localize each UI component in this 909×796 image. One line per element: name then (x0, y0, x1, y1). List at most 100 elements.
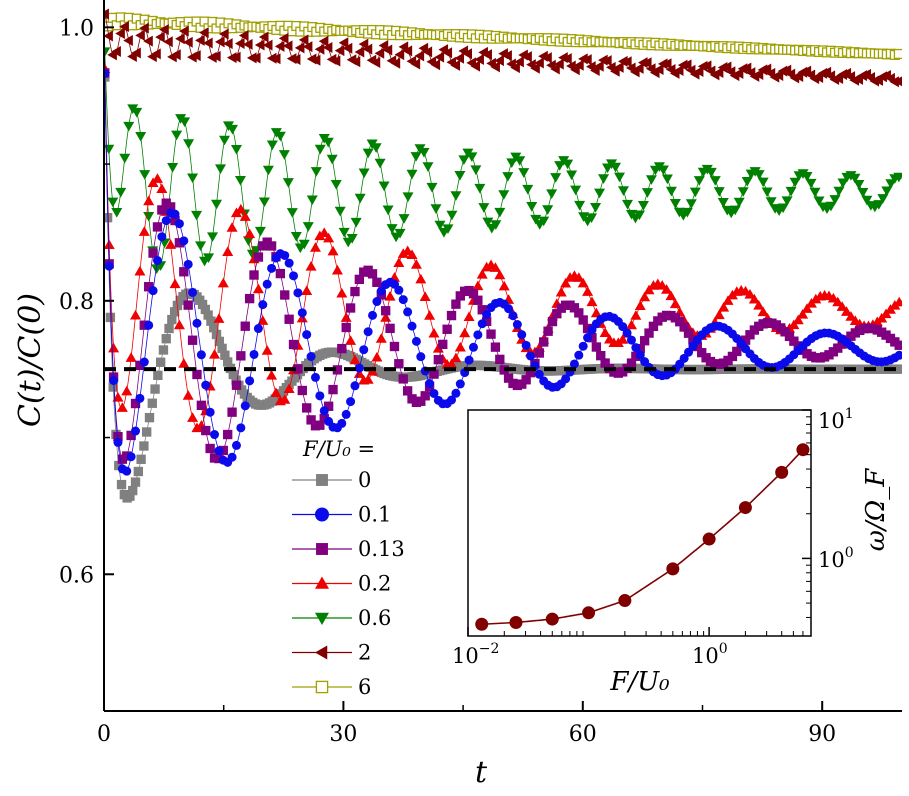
data-point (187, 335, 198, 345)
data-point (482, 309, 492, 319)
series-line (104, 27, 902, 474)
data-point (538, 216, 550, 227)
data-point (157, 205, 167, 215)
legend-marker (316, 543, 328, 555)
data-point (200, 304, 211, 315)
data-point (430, 204, 442, 214)
data-point (596, 350, 606, 361)
data-point (470, 165, 482, 175)
data-point (231, 375, 241, 385)
data-point (278, 32, 289, 44)
data-point (104, 47, 111, 57)
data-point (722, 295, 734, 305)
data-point (462, 48, 473, 60)
inset-point (738, 501, 752, 515)
data-point (197, 299, 208, 310)
data-point (693, 176, 705, 186)
data-point (306, 415, 316, 425)
data-point (889, 76, 899, 88)
data-point (161, 216, 171, 226)
data-point (318, 35, 329, 47)
data-point (126, 430, 136, 441)
data-point (410, 58, 421, 70)
data-point (231, 440, 241, 450)
data-point (319, 406, 329, 416)
data-point (510, 62, 520, 74)
data-point (151, 173, 163, 183)
data-point (358, 168, 370, 179)
data-point (788, 319, 800, 330)
legend-entry-0-13: 0.13 (292, 537, 405, 561)
data-point (161, 334, 171, 344)
inset-point (475, 617, 489, 631)
data-point (517, 330, 527, 340)
data-point (249, 270, 259, 280)
data-point (178, 358, 190, 368)
data-point (610, 162, 622, 173)
data-point (191, 50, 201, 62)
data-point (403, 307, 413, 317)
data-point (239, 211, 251, 221)
data-point (489, 262, 501, 272)
data-point (322, 41, 333, 53)
data-point (454, 52, 465, 64)
data-point (174, 238, 185, 248)
data-point (645, 175, 657, 185)
data-point (669, 298, 681, 309)
data-point (290, 54, 301, 66)
data-point (171, 130, 183, 141)
data-point (282, 178, 294, 188)
legend-label: 0.2 (358, 572, 391, 596)
data-point (131, 426, 141, 436)
data-point (257, 315, 269, 325)
data-point (458, 155, 470, 166)
data-point (258, 197, 270, 208)
data-point (481, 316, 492, 327)
data-point (394, 228, 406, 239)
data-point (438, 339, 448, 350)
x-tick-label: 60 (569, 722, 597, 747)
inset-frame (467, 409, 812, 637)
data-point (104, 69, 110, 79)
data-point (785, 186, 797, 197)
inset-x-tick-label-0: 10−2 (452, 641, 499, 668)
data-point (393, 257, 405, 267)
data-point (433, 355, 444, 365)
data-point (494, 269, 506, 280)
data-point (521, 340, 531, 350)
data-point (757, 64, 768, 76)
data-point (201, 380, 211, 390)
data-point (113, 431, 123, 442)
data-point (297, 308, 307, 318)
data-point (542, 52, 552, 64)
data-point (192, 369, 202, 380)
data-point (206, 316, 216, 326)
data-point (136, 454, 146, 464)
legend-label: 0 (358, 468, 371, 492)
data-point (217, 343, 227, 354)
data-point (152, 256, 162, 266)
data-point (422, 46, 433, 58)
data-point (693, 66, 704, 78)
data-point (789, 336, 799, 346)
data-point (561, 374, 571, 384)
data-point (179, 117, 191, 127)
data-point (223, 357, 233, 367)
data-point (685, 199, 697, 209)
data-point (525, 368, 536, 378)
data-point (250, 52, 261, 64)
data-point (498, 280, 510, 291)
data-point (602, 55, 612, 67)
data-point (270, 387, 282, 397)
legend-marker (315, 680, 329, 694)
data-point (123, 35, 133, 47)
data-point (430, 59, 441, 71)
data-point (183, 36, 193, 48)
data-point (340, 312, 352, 322)
data-point (245, 376, 255, 386)
data-point (837, 178, 849, 189)
data-point (169, 278, 181, 289)
data-point (125, 491, 135, 501)
data-point (394, 359, 404, 369)
data-point (293, 288, 303, 298)
